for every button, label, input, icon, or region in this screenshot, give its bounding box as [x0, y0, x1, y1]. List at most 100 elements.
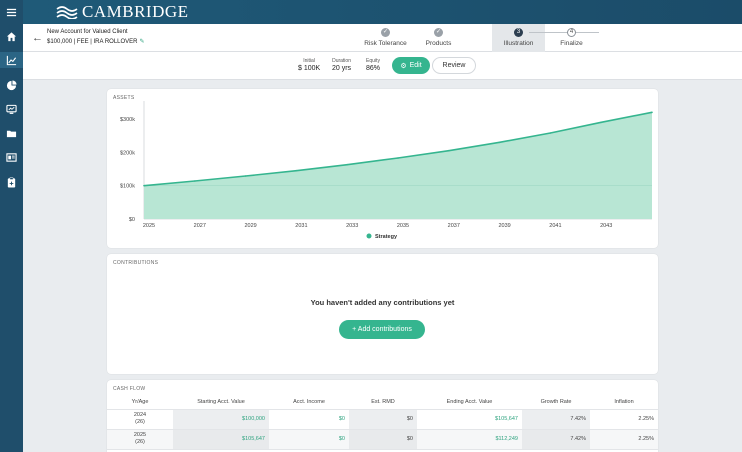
ending-value-cell: $112,249: [417, 429, 522, 450]
data-point: [346, 163, 348, 166]
data-point: [651, 111, 653, 114]
docs-icon[interactable]: [5, 151, 18, 164]
starting-value-cell: $105,647: [173, 429, 269, 450]
param-label: Initial: [303, 58, 315, 64]
param-label: Equity: [366, 58, 380, 64]
step-check-icon: ✓: [381, 28, 390, 37]
y-tick-label: $300k: [120, 117, 135, 123]
inflation-cell: 2.25%: [590, 409, 658, 430]
left-nav-rail: [0, 0, 23, 452]
edit-button[interactable]: ⚙ Edit: [392, 57, 430, 74]
contributions-title: CONTRIBUTIONS: [113, 260, 159, 266]
starting-value-cell: $100,000: [173, 409, 269, 430]
chart-icon[interactable]: [0, 52, 23, 68]
year-age-cell: 2024 (26): [107, 409, 173, 430]
x-tick-label: 2029: [244, 223, 256, 229]
x-tick-label: 2043: [600, 223, 612, 229]
data-point: [143, 184, 145, 187]
growth-rate-cell: 7.42%: [522, 429, 590, 450]
add-contributions-button[interactable]: + Add contributions: [339, 320, 425, 339]
back-arrow-icon[interactable]: ←: [32, 32, 43, 44]
x-tick-label: 2037: [448, 223, 460, 229]
assets-area-chart: $0 $100k $200k $300k 2025 2027 2029 2031 2033 203…: [120, 101, 653, 240]
x-tick-label: 2035: [397, 223, 409, 229]
cash-flow-title: CASH FLOW: [113, 386, 146, 392]
folder-icon[interactable]: [5, 127, 18, 140]
year-age-cell: 2025 (26): [107, 429, 173, 450]
column-header: Acct. Income: [269, 395, 349, 410]
y-tick-label: $200k: [120, 150, 135, 156]
data-point: [448, 149, 450, 152]
step-label: Risk Tolerance: [364, 40, 407, 47]
menu-icon[interactable]: [5, 6, 18, 19]
ending-value-cell: $105,647: [417, 409, 522, 430]
contributions-card: CONTRIBUTIONS You haven't added any cont…: [107, 254, 658, 374]
step-connector: [529, 32, 599, 33]
column-header: Yr/Age: [107, 395, 173, 410]
gear-icon: ⚙: [400, 62, 407, 70]
series-area-fill: [144, 112, 652, 219]
home-icon[interactable]: [5, 30, 18, 43]
inflation-cell: 2.25%: [590, 429, 658, 450]
column-header: Inflation: [590, 395, 658, 410]
waves-logo-icon: [56, 6, 78, 19]
age-text: (26): [135, 439, 145, 445]
param-equity: Equity 86%: [366, 58, 380, 72]
step-label: Illustration: [503, 40, 534, 47]
param-initial: Initial $ 100K: [298, 58, 320, 72]
table-row: 2025 (26) $105,647 $0 $0 $112,249 7.42% 2…: [107, 429, 658, 450]
x-tick-label: 2041: [549, 223, 561, 229]
brand-header: CAMBRIDGE: [23, 0, 742, 24]
age-text: (26): [135, 419, 145, 425]
step-risk-tolerance[interactable]: ✓ Risk Tolerance: [359, 24, 412, 52]
contributions-empty-message: You haven't added any contributions yet: [310, 298, 455, 307]
step-illustration[interactable]: 3 Illustration: [492, 24, 545, 52]
data-point: [194, 180, 196, 182]
account-header: ← New Account for Valued Client $100,000…: [23, 24, 742, 52]
param-value: 86%: [366, 65, 381, 72]
y-tick-label: $0: [129, 217, 135, 223]
legend-marker: [366, 233, 372, 239]
edit-pencil-icon[interactable]: ✎: [139, 39, 145, 45]
clipboard-icon[interactable]: [5, 176, 18, 189]
column-header: Ending Acct. Value: [417, 395, 522, 410]
column-header: Est. RMD: [349, 395, 417, 410]
monitor-icon[interactable]: [5, 103, 18, 116]
step-finalize[interactable]: 4 Finalize: [545, 24, 598, 52]
data-point: [549, 132, 552, 134]
column-header: Growth Rate: [522, 395, 590, 410]
cash-flow-table: Yr/Age Starting Acct. Value Acct. Income…: [107, 395, 658, 450]
year-text: 2025: [133, 432, 147, 438]
review-button[interactable]: Review: [432, 57, 476, 74]
param-value: $ 100K: [298, 65, 321, 72]
table-header-row: Yr/Age Starting Acct. Value Acct. Income…: [107, 395, 658, 410]
table-row: 2024 (26) $100,000 $0 $0 $105,647 7.42% 2…: [107, 409, 658, 430]
rmd-cell: $0: [349, 429, 417, 450]
edit-button-label: Edit: [409, 62, 422, 69]
progress-steps: ✓ Risk Tolerance ✓ Products 3 Illustrati…: [359, 24, 609, 52]
account-subtitle: $100,000 | FEE | IRA ROLLOVER ✎: [47, 38, 145, 45]
x-tick-label: 2033: [346, 223, 358, 229]
step-number-badge: 3: [514, 28, 523, 37]
step-products[interactable]: ✓ Products: [412, 24, 465, 52]
brand-name: CAMBRIDGE: [82, 2, 189, 21]
data-point: [498, 141, 501, 144]
legend-label: Strategy: [375, 234, 398, 240]
data-point: [397, 157, 399, 159]
data-point: [244, 175, 247, 177]
assets-card: ASSETS $0 $100k $200k $300k 2025 2027 2029 2031…: [107, 89, 658, 248]
review-button-label: Review: [442, 62, 466, 69]
income-cell: $0: [269, 429, 349, 450]
step-label: Finalize: [560, 40, 583, 47]
x-tick-label: 2031: [295, 223, 307, 229]
step-number-badge: 4: [567, 28, 576, 37]
x-tick-label: 2025: [143, 223, 155, 229]
account-subtitle-text: $100,000 | FEE | IRA ROLLOVER: [47, 39, 138, 45]
y-tick-label: $100k: [120, 184, 135, 190]
income-cell: $0: [269, 409, 349, 430]
growth-rate-cell: 7.42%: [522, 409, 590, 430]
data-point: [295, 169, 298, 172]
cash-flow-card: CASH FLOW Yr/Age Starting Acct. Value Ac…: [107, 380, 658, 452]
brand-logo[interactable]: CAMBRIDGE: [56, 2, 189, 21]
pie-icon[interactable]: [5, 79, 18, 92]
